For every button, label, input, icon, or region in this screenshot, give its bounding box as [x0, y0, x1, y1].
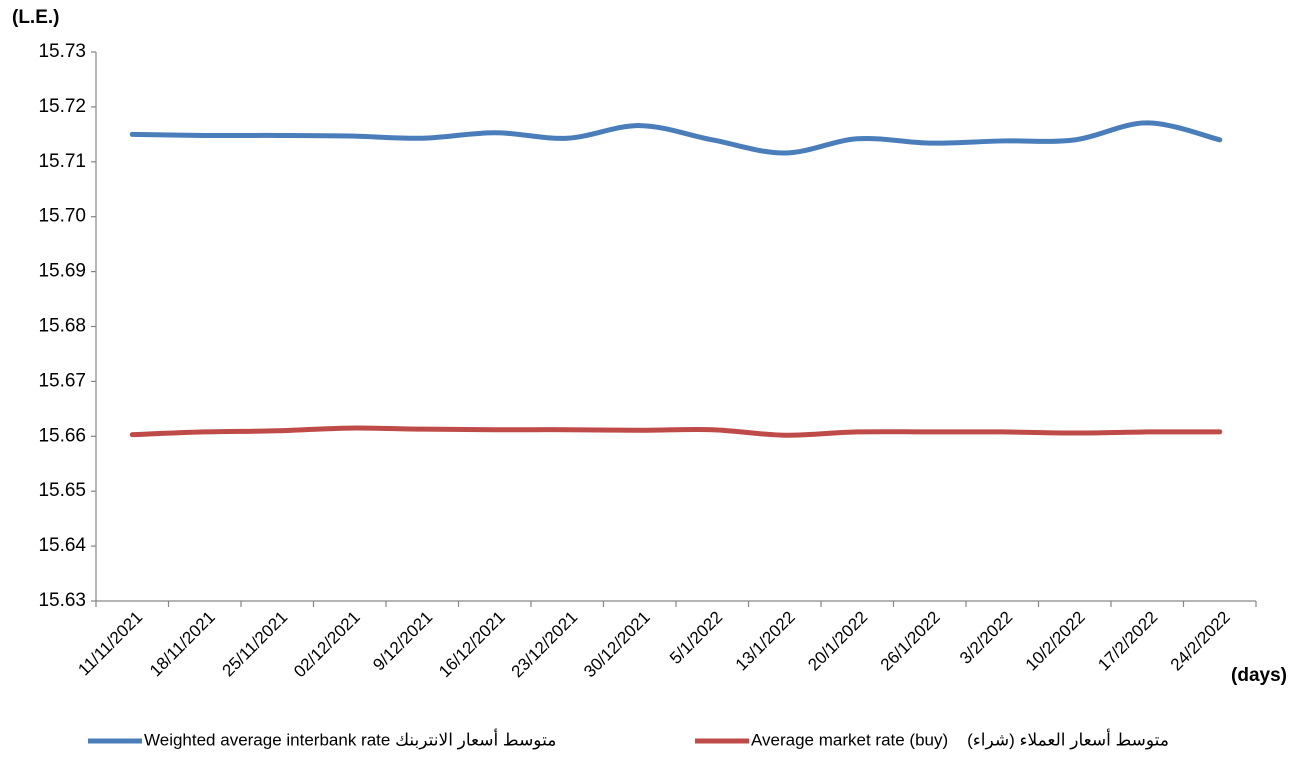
x-tick-label: 25/11/2021 [219, 608, 292, 681]
y-tick-label: 15.72 [38, 96, 86, 117]
x-tick-label: 11/11/2021 [74, 608, 146, 680]
y-tick-label: 15.70 [38, 206, 86, 227]
x-tick-label: 20/1/2022 [804, 608, 871, 675]
y-tick-label: 15.73 [38, 41, 86, 62]
legend-label: Average market rate (buy) متوسط أسعار ال… [751, 728, 1169, 749]
x-tick-label: 18/11/2021 [146, 608, 219, 681]
y-tick-label: 15.69 [38, 261, 86, 282]
x-tick-label: 5/1/2022 [666, 608, 726, 668]
y-tick-label: 15.63 [38, 590, 86, 611]
x-tick-label: 17/2/2022 [1094, 608, 1161, 675]
y-tick-label: 15.71 [38, 151, 86, 172]
series-line [129, 425, 1223, 438]
x-tick-label: 10/2/2022 [1022, 608, 1089, 675]
x-tick-label: 3/2/2022 [956, 608, 1016, 668]
legend-label: Weighted average interbank rate متوسط أس… [144, 728, 556, 749]
x-tick-label: 02/12/2021 [290, 608, 364, 682]
y-tick-label: 15.66 [38, 425, 86, 446]
series-line [129, 120, 1223, 156]
y-tick-label: 15.67 [38, 370, 86, 391]
y-tick-label: 15.65 [38, 480, 86, 501]
x-tick-label: 23/12/2021 [508, 608, 582, 682]
y-tick-label: 15.64 [38, 535, 86, 556]
x-tick-label: 26/1/2022 [877, 608, 944, 675]
x-axis-label: (days) [1231, 665, 1287, 686]
x-tick-label: 24/2/2022 [1167, 608, 1234, 675]
x-tick-label: 9/12/2021 [369, 608, 436, 675]
x-tick-label: 13/1/2022 [732, 608, 799, 675]
y-tick-label: 15.68 [38, 316, 86, 337]
x-tick-label: 16/12/2021 [435, 608, 509, 682]
y-axis-label: (L.E.) [12, 7, 60, 28]
x-tick-label: 30/12/2021 [580, 608, 654, 682]
